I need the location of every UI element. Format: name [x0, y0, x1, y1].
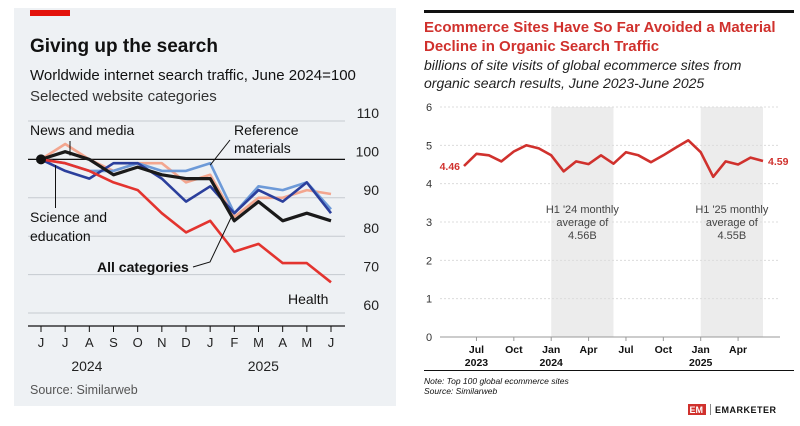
- left-x-tick-label: J: [62, 335, 69, 350]
- left-y-tick-label: 90: [363, 182, 379, 198]
- left-line-all-categories: [40, 150, 332, 223]
- left-year-label: 2024: [71, 358, 102, 374]
- right-line-ecommerce: [463, 139, 764, 179]
- left-y-tick-label: 110: [357, 105, 380, 121]
- left-x-tick-label: O: [133, 335, 143, 350]
- right-x-tick-label: Oct: [655, 344, 673, 356]
- right-x-tick-label: Jul: [469, 344, 484, 356]
- left-subsubtitle: Selected website categories: [30, 88, 217, 105]
- label-materials: materials: [234, 140, 291, 156]
- left-line-health: [40, 158, 332, 284]
- right-y-tick-label: 0: [426, 332, 432, 344]
- right-y-tick-label: 4: [426, 179, 432, 191]
- left-x-tick-label: A: [85, 335, 94, 350]
- left-x-tick-label: J: [207, 335, 214, 350]
- right-annotation-line: H1 '25 monthly: [695, 204, 769, 216]
- right-annotation-line: average of: [706, 217, 759, 229]
- right-y-tick-label: 2: [426, 255, 432, 267]
- right-chart-svg: Ecommerce Sites Have So Far Avoided a Ma…: [424, 10, 794, 415]
- label-leader: [209, 139, 231, 166]
- right-subtitle-line2: organic search results, June 2023-June 2…: [424, 75, 704, 91]
- right-y-tick-label: 6: [426, 102, 432, 114]
- accent-bar: [30, 10, 70, 16]
- right-x-tick-label: Oct: [505, 344, 523, 356]
- right-title-line1: Ecommerce Sites Have So Far Avoided a Ma…: [424, 19, 776, 36]
- right-top-rule: [424, 10, 794, 13]
- right-first-value-label: 4.46: [440, 161, 461, 173]
- left-x-tick-label: D: [181, 335, 190, 350]
- left-y-tick-label: 80: [363, 220, 379, 236]
- right-gridlines: [440, 106, 780, 338]
- left-x-tick-label: F: [230, 335, 238, 350]
- label-education: education: [30, 228, 91, 244]
- right-x-tick-label: Jan: [692, 344, 710, 356]
- brand-mark: EM: [690, 405, 704, 415]
- right-y-axis-labels: 0 1 2 3 4 5 6: [426, 102, 432, 344]
- label-reference: Reference: [234, 122, 299, 138]
- left-gridlines: [28, 120, 345, 327]
- right-year-label: 2023: [465, 357, 489, 369]
- left-series-lines: [36, 142, 333, 284]
- right-annotation-line: 4.55B: [717, 230, 746, 242]
- right-annotation-line: 4.56B: [568, 230, 597, 242]
- right-x-tick-label: Apr: [729, 344, 747, 356]
- left-y-tick-label: 60: [363, 297, 379, 313]
- left-chart-svg: Giving up the search Worldwide internet …: [28, 36, 380, 397]
- left-year-label: 2025: [248, 358, 279, 374]
- right-series-line: 4.46 4.59: [440, 139, 789, 179]
- left-title: Giving up the search: [30, 36, 218, 57]
- left-line-science-and-education: [40, 158, 333, 215]
- left-x-tick-label: J: [328, 335, 335, 350]
- right-x-tick-label: Jan: [542, 344, 560, 356]
- right-x-tick-label: Jul: [618, 344, 633, 356]
- left-y-tick-label: 70: [363, 259, 379, 275]
- right-y-tick-label: 5: [426, 140, 432, 152]
- right-year-label: 2025: [689, 357, 713, 369]
- brand-divider: [710, 404, 711, 415]
- brand-name: EMARKETER: [715, 405, 777, 415]
- right-annotation-line: average of: [556, 217, 609, 229]
- left-source: Source: Similarweb: [30, 383, 138, 397]
- label-science-and: Science and: [30, 209, 107, 225]
- label-all-categories: All categories: [97, 259, 189, 275]
- right-source: Source: Similarweb: [424, 386, 497, 396]
- brand-logo: EM EMARKETER: [688, 404, 777, 415]
- left-x-tick-label: M: [301, 335, 312, 350]
- right-note: Note: Top 100 global ecommerce sites: [424, 376, 569, 386]
- right-bottom-rule: [424, 370, 794, 371]
- left-y-axis-labels: 60 70 80 90 100 110: [356, 105, 380, 313]
- right-y-tick-label: 3: [426, 217, 432, 229]
- right-year-label: 2024: [540, 357, 564, 369]
- left-y-tick-label: 100: [356, 143, 380, 159]
- left-series-labels: News and media Reference materials Science …: [30, 122, 328, 307]
- label-health: Health: [288, 291, 328, 307]
- right-subtitle-line1: billions of site visits of global ecomme…: [424, 57, 742, 73]
- label-news-and-media: News and media: [30, 122, 134, 138]
- left-start-dot: [36, 154, 46, 165]
- right-title-line2: Decline in Organic Search Traffic: [424, 38, 659, 55]
- left-line-reference-materials: [40, 158, 332, 215]
- right-last-value-label: 4.59: [768, 156, 789, 168]
- right-y-tick-label: 1: [426, 294, 432, 306]
- label-leader: [192, 216, 232, 268]
- right-annotation-line: H1 '24 monthly: [546, 204, 620, 216]
- brand-mark-box: [688, 404, 706, 415]
- left-x-tick-label: A: [278, 335, 287, 350]
- left-x-tick-label: N: [157, 335, 166, 350]
- left-x-tick-label: S: [109, 335, 118, 350]
- left-subtitle: Worldwide internet search traffic, June …: [30, 67, 356, 84]
- left-chart-panel: [14, 8, 396, 406]
- left-x-tick-label: J: [38, 335, 45, 350]
- right-x-tick-label: Apr: [580, 344, 598, 356]
- right-x-axis-labels: Jul Oct Jan Apr Jul Oct Jan Apr 2023 2024 2025: [465, 337, 747, 369]
- left-x-tick-label: M: [253, 335, 264, 350]
